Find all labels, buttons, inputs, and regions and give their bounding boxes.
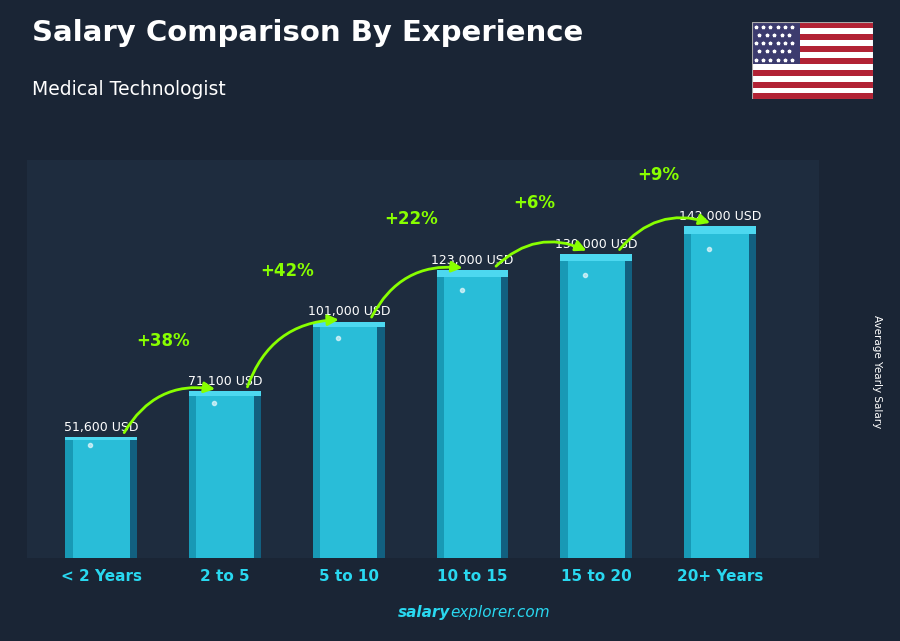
Bar <box>189 392 261 395</box>
Bar <box>625 254 632 558</box>
Bar <box>313 322 384 328</box>
Bar <box>436 270 508 278</box>
Bar <box>752 76 873 81</box>
Text: 71,100 USD: 71,100 USD <box>188 375 262 388</box>
Bar <box>313 322 384 558</box>
Bar <box>436 270 444 558</box>
Bar <box>752 88 873 94</box>
Bar <box>561 254 568 558</box>
Bar <box>752 22 873 28</box>
Bar <box>561 254 632 262</box>
Bar <box>66 437 73 558</box>
Bar <box>752 22 800 64</box>
Bar <box>749 226 756 558</box>
Text: +38%: +38% <box>136 332 190 350</box>
Bar <box>684 226 756 234</box>
FancyArrowPatch shape <box>124 383 212 433</box>
Bar <box>189 392 196 558</box>
Bar <box>66 437 137 558</box>
Text: explorer.com: explorer.com <box>450 606 550 620</box>
Text: salary: salary <box>398 606 450 620</box>
Text: +9%: +9% <box>637 166 680 184</box>
FancyArrowPatch shape <box>248 316 336 387</box>
Bar <box>254 392 261 558</box>
Text: 142,000 USD: 142,000 USD <box>679 210 761 222</box>
Text: +6%: +6% <box>513 194 555 212</box>
Text: Salary Comparison By Experience: Salary Comparison By Experience <box>32 19 583 47</box>
Text: 101,000 USD: 101,000 USD <box>308 305 390 319</box>
Bar <box>501 270 508 558</box>
Bar <box>684 226 756 558</box>
Bar <box>752 58 873 64</box>
Text: Average Yearly Salary: Average Yearly Salary <box>872 315 883 428</box>
Bar <box>752 40 873 46</box>
Text: Medical Technologist: Medical Technologist <box>32 80 225 99</box>
Bar <box>436 270 508 558</box>
Bar <box>752 70 873 76</box>
Bar <box>752 46 873 52</box>
Bar <box>561 254 632 558</box>
Bar <box>752 81 873 88</box>
Bar <box>189 392 261 558</box>
Bar <box>752 34 873 40</box>
FancyArrowPatch shape <box>619 215 707 249</box>
Bar <box>752 28 873 34</box>
Text: 130,000 USD: 130,000 USD <box>555 238 637 251</box>
Bar <box>377 322 384 558</box>
Bar <box>752 52 873 58</box>
Text: 123,000 USD: 123,000 USD <box>431 254 514 267</box>
FancyArrowPatch shape <box>372 262 460 317</box>
Bar <box>66 437 137 440</box>
Bar <box>752 94 873 99</box>
Text: 51,600 USD: 51,600 USD <box>64 421 139 434</box>
Bar <box>313 322 320 558</box>
Bar <box>130 437 137 558</box>
Bar <box>752 64 873 70</box>
FancyArrowPatch shape <box>496 242 584 266</box>
Text: +42%: +42% <box>260 262 314 280</box>
Bar <box>684 226 691 558</box>
Text: +22%: +22% <box>383 210 437 228</box>
